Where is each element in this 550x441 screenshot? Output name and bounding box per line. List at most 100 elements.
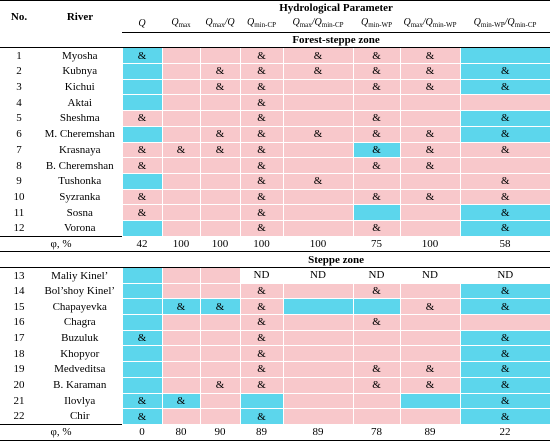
river-row: 17 Buzuluk & & & bbox=[0, 330, 550, 347]
river-row: 8 B. Cheremshan & & & & bbox=[0, 157, 550, 174]
row-number: 18 bbox=[13, 347, 25, 360]
trend-cell bbox=[121, 94, 162, 112]
trend-cell: & bbox=[121, 189, 162, 206]
trend-cell: & bbox=[399, 377, 460, 394]
phi-value: 89 bbox=[400, 423, 460, 441]
trend-cell: & bbox=[239, 63, 283, 80]
zone-title: Forest-steppe zone bbox=[122, 32, 550, 49]
trend-cell: & bbox=[352, 157, 400, 174]
river-row: 13 Maliy Kinel’ ND ND ND ND ND bbox=[0, 267, 550, 284]
trend-cell bbox=[352, 298, 400, 316]
column-header: Qmin-WP bbox=[353, 15, 400, 33]
trend-cell bbox=[121, 79, 162, 96]
trend-cell: & bbox=[282, 63, 353, 80]
river-row: 22 Chir & & & bbox=[0, 408, 550, 425]
trend-cell: & bbox=[239, 189, 283, 206]
river-name: Myosha bbox=[62, 49, 98, 62]
trend-cell bbox=[459, 47, 550, 65]
symbol: /Q bbox=[224, 16, 235, 28]
trend-cell bbox=[399, 345, 460, 363]
subscript: min-WP bbox=[480, 20, 505, 29]
zone-row: Steppe zone bbox=[0, 251, 550, 268]
trend-cell bbox=[352, 204, 400, 221]
trend-cell bbox=[161, 157, 200, 174]
column-header: Qmax bbox=[162, 15, 200, 33]
trend-cell: & bbox=[459, 79, 550, 96]
subscript: max bbox=[212, 20, 225, 29]
symbol: Q bbox=[171, 16, 179, 28]
trend-cell: & bbox=[399, 63, 460, 80]
river-name: Tushonka bbox=[58, 175, 102, 188]
trend-cell: ND bbox=[239, 267, 283, 284]
trend-cell: & bbox=[459, 298, 550, 316]
trend-cell bbox=[399, 314, 460, 331]
river-name: M. Cheremshan bbox=[44, 128, 115, 141]
phi-value: 100 bbox=[162, 235, 200, 253]
trend-cell: & bbox=[239, 173, 283, 190]
row-number: 7 bbox=[16, 143, 22, 156]
trend-cell bbox=[121, 173, 162, 190]
river-name: Bol’shoy Kinel’ bbox=[44, 285, 116, 298]
blank bbox=[0, 32, 122, 49]
trend-cell: & bbox=[121, 110, 162, 127]
row-number: 2 bbox=[16, 65, 22, 78]
symbol: Q bbox=[292, 16, 300, 28]
river-row: 12 Vorona & & & bbox=[0, 220, 550, 237]
trend-cell bbox=[399, 283, 460, 300]
header-river: River bbox=[38, 0, 122, 33]
trend-cell bbox=[459, 314, 550, 331]
column-header: Qmax/Q bbox=[200, 15, 240, 33]
row-number: 14 bbox=[13, 285, 25, 298]
river-row: 16 Chagra & & bbox=[0, 314, 550, 331]
trend-cell: & bbox=[399, 189, 460, 206]
trend-cell: & bbox=[239, 283, 283, 300]
trend-cell bbox=[282, 94, 353, 112]
trend-cell: & bbox=[459, 110, 550, 127]
trend-cell bbox=[161, 173, 200, 190]
symbol: Q bbox=[361, 16, 369, 28]
row-number: 16 bbox=[13, 316, 25, 329]
phi-value: 100 bbox=[400, 235, 460, 253]
river-name: Medveditsa bbox=[54, 363, 106, 376]
trend-cell bbox=[199, 204, 240, 221]
river-row: 20 B. Karaman & & & & & bbox=[0, 377, 550, 394]
row-number: 21 bbox=[13, 394, 25, 407]
symbol: Q bbox=[205, 16, 213, 28]
trend-cell: & bbox=[459, 142, 550, 159]
trend-cell: & bbox=[282, 47, 353, 65]
trend-cell bbox=[352, 330, 400, 347]
trend-cell: & bbox=[459, 345, 550, 363]
phi-value: 58 bbox=[460, 235, 550, 253]
trend-cell: & bbox=[239, 377, 283, 394]
trend-cell: & bbox=[459, 377, 550, 394]
column-header: Qmin-CP bbox=[240, 15, 283, 33]
river-row: 7 Krasnaya & & & & & & & bbox=[0, 142, 550, 159]
trend-cell bbox=[282, 314, 353, 331]
column-header: Qmax/Qmin-WP bbox=[400, 15, 460, 33]
trend-cell: & bbox=[352, 110, 400, 127]
river-row: 11 Sosna & & & bbox=[0, 204, 550, 221]
trend-cell: & bbox=[399, 126, 460, 143]
phi-value: 100 bbox=[240, 235, 283, 253]
phi-value: 78 bbox=[353, 423, 400, 441]
trend-cell bbox=[352, 393, 400, 410]
trend-cell: & bbox=[459, 283, 550, 300]
trend-cell bbox=[121, 314, 162, 331]
trend-cell bbox=[282, 220, 353, 237]
river-row: 19 Medveditsa & & & & bbox=[0, 361, 550, 378]
trend-cell: & bbox=[199, 126, 240, 143]
trend-cell: & bbox=[352, 47, 400, 65]
trend-cell bbox=[161, 47, 200, 65]
trend-cell: & bbox=[199, 298, 240, 316]
trend-cell: & bbox=[199, 63, 240, 80]
trend-cell: & bbox=[239, 345, 283, 363]
trend-cell: & bbox=[352, 220, 400, 237]
trend-cell bbox=[121, 377, 162, 394]
river-row: 15 Chapayevka & & & & & bbox=[0, 298, 550, 316]
trend-cell: & bbox=[399, 157, 460, 174]
trend-cell bbox=[399, 110, 460, 127]
phi-value: 80 bbox=[162, 423, 200, 441]
trend-cell bbox=[199, 189, 240, 206]
trend-cell bbox=[199, 393, 240, 410]
